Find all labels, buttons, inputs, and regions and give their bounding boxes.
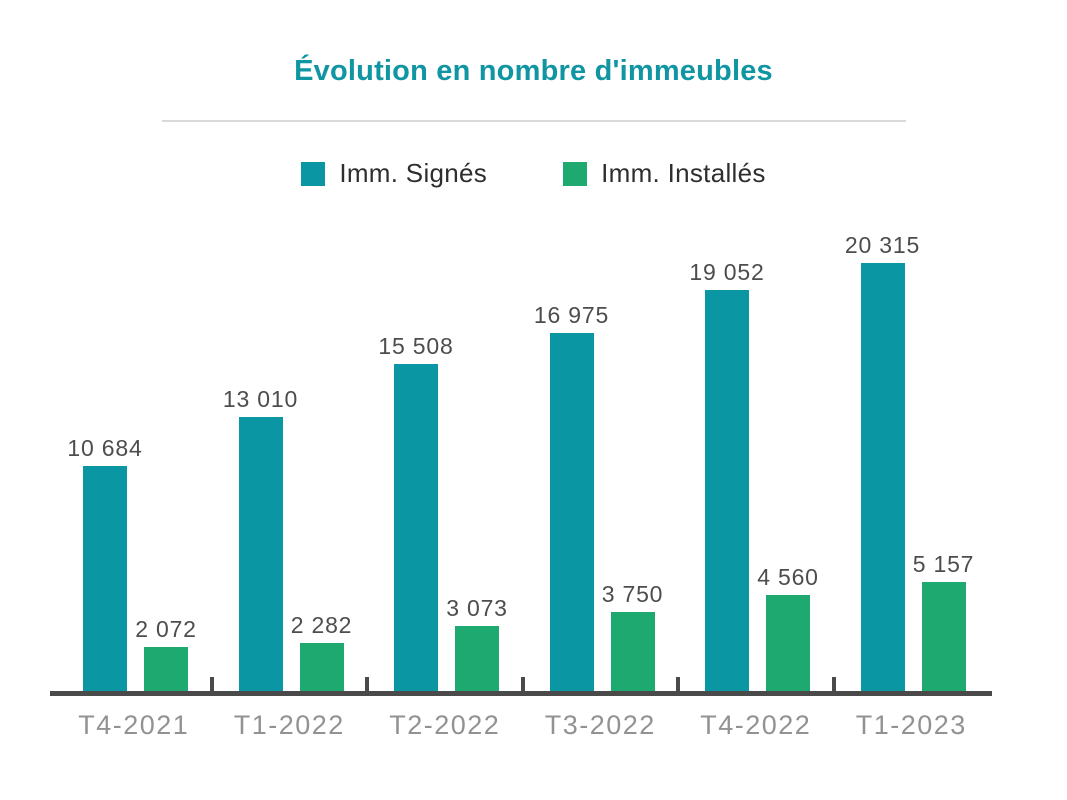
legend-label-imm-signes: Imm. Signés	[339, 158, 488, 188]
x-axis-label-t2-2022: T2-2022	[389, 710, 501, 740]
x-axis-line	[50, 691, 992, 696]
x-axis-tick	[520, 677, 525, 691]
x-axis-tick	[676, 677, 680, 691]
x-axis-tick	[365, 677, 369, 691]
legend-label-imm-installes: Imm. Installés	[601, 158, 766, 188]
chart-title: Évolution en nombre d'immeubles	[294, 55, 773, 87]
bar-imm-sign-s-t2-2022[interactable]	[394, 364, 438, 691]
bar-imm-install-s-t4-2021[interactable]	[144, 647, 188, 691]
bar-imm-install-s-t2-2022[interactable]	[455, 626, 499, 691]
value-label-imm-sign-s-t2-2022: 15 508	[378, 333, 454, 359]
value-label-imm-install-s-t3-2022: 3 750	[601, 581, 664, 607]
x-axis-label-t4-2022: T4-2022	[700, 710, 812, 740]
legend-swatch-imm-installes-icon	[563, 161, 588, 186]
x-axis-label-t1-2022: T1-2022	[233, 710, 345, 740]
bar-imm-install-s-t4-2022[interactable]	[766, 595, 810, 691]
bar-imm-install-s-t3-2022[interactable]	[610, 612, 655, 691]
legend: Imm. Signés Imm. Installés	[0, 158, 1067, 189]
x-axis-label-t3-2022: T3-2022	[544, 710, 656, 740]
x-axis-tick	[209, 677, 214, 691]
x-axis-label-t4-2021: T4-2021	[78, 710, 190, 740]
value-label-imm-install-s-t4-2022: 4 560	[757, 564, 819, 590]
legend-swatch-imm-signes-icon	[301, 161, 326, 186]
bar-imm-install-s-t1-2023[interactable]	[921, 582, 966, 691]
bar-imm-sign-s-t1-2022[interactable]	[238, 417, 283, 691]
bar-imm-sign-s-t4-2021[interactable]	[83, 466, 127, 691]
bar-imm-sign-s-t1-2023[interactable]	[860, 263, 905, 691]
value-label-imm-sign-s-t4-2021: 10 684	[67, 435, 143, 461]
value-label-imm-install-s-t2-2022: 3 073	[446, 595, 508, 621]
bar-imm-sign-s-t4-2022[interactable]	[705, 290, 749, 691]
value-label-imm-sign-s-t4-2022: 19 052	[689, 259, 765, 285]
x-axis-tick	[831, 677, 836, 691]
value-label-imm-sign-s-t1-2022: 13 010	[222, 386, 299, 412]
value-label-imm-install-s-t1-2022: 2 282	[290, 612, 353, 638]
x-axis-label-t1-2023: T1-2023	[855, 710, 967, 740]
title-divider	[161, 120, 906, 122]
legend-item-imm-installes[interactable]: Imm. Installés	[563, 158, 766, 189]
bar-imm-install-s-t1-2022[interactable]	[299, 643, 344, 691]
bar-imm-sign-s-t3-2022[interactable]	[549, 333, 594, 691]
value-label-imm-install-s-t4-2021: 2 072	[135, 616, 197, 642]
value-label-imm-sign-s-t1-2023: 20 315	[844, 232, 921, 258]
legend-item-imm-signes[interactable]: Imm. Signés	[301, 158, 487, 189]
value-label-imm-sign-s-t3-2022: 16 975	[533, 302, 610, 328]
value-label-imm-install-s-t1-2023: 5 157	[912, 551, 975, 577]
